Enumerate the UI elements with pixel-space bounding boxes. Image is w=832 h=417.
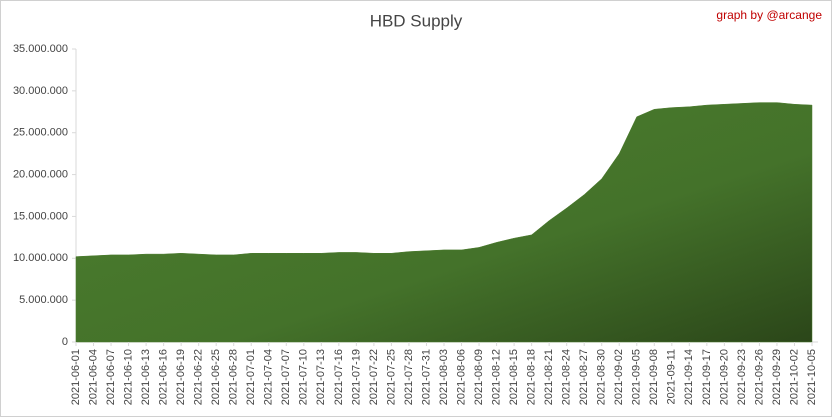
y-tick-label: 20.000.000: [13, 168, 68, 180]
x-tick-label: 2021-09-08: [648, 349, 660, 405]
x-tick-label: 2021-09-14: [683, 349, 695, 405]
x-tick-label: 2021-07-07: [280, 349, 292, 405]
y-tick-label: 10.000.000: [13, 252, 68, 264]
y-tick-label: 30.000.000: [13, 85, 68, 97]
x-tick-label: 2021-06-22: [193, 349, 205, 405]
x-tick-label: 2021-06-04: [87, 349, 99, 405]
x-tick-label: 2021-09-11: [666, 349, 678, 404]
x-tick-label: 2021-07-31: [420, 349, 432, 405]
x-tick-label: 2021-08-30: [596, 349, 608, 405]
x-tick-label: 2021-08-03: [438, 349, 450, 405]
x-tick-label: 2021-07-04: [263, 349, 275, 405]
x-tick-label: 2021-10-05: [806, 349, 818, 405]
y-tick-label: 5.000.000: [19, 294, 68, 306]
x-tick-label: 2021-08-18: [526, 349, 538, 405]
x-tick-label: 2021-07-16: [333, 349, 345, 405]
x-tick-label: 2021-09-02: [613, 349, 625, 405]
x-tick-label: 2021-08-24: [561, 349, 573, 405]
x-tick-label: 2021-06-13: [140, 349, 152, 405]
y-tick-label: 15.000.000: [13, 210, 68, 222]
x-tick-label: 2021-07-28: [403, 349, 415, 405]
x-tick-label: 2021-07-25: [385, 349, 397, 405]
x-tick-label: 2021-06-25: [210, 349, 222, 405]
x-tick-label: 2021-07-10: [298, 349, 310, 405]
x-tick-label: 2021-08-15: [508, 349, 520, 405]
x-tick-label: 2021-08-27: [578, 349, 590, 405]
x-tick-label: 2021-09-23: [736, 349, 748, 405]
x-tick-label: 2021-08-12: [490, 349, 502, 405]
x-tick-label: 2021-07-22: [368, 349, 380, 405]
x-tick-label: 2021-06-16: [158, 349, 170, 405]
x-tick-label: 2021-06-10: [122, 349, 134, 405]
area: [75, 102, 813, 343]
chart-title: HBD Supply: [370, 11, 463, 30]
x-tick-label: 2021-07-13: [315, 349, 327, 405]
x-tick-label: 2021-07-01: [245, 349, 257, 405]
x-tick-label: 2021-10-02: [788, 349, 800, 405]
x-tick-label: 2021-08-06: [455, 349, 467, 405]
y-tick-label: 35.000.000: [13, 43, 68, 55]
x-tick-label: 2021-09-29: [771, 349, 783, 405]
y-tick-label: 25.000.000: [13, 127, 68, 139]
x-tick-label: 2021-06-19: [175, 349, 187, 405]
x-tick-label: 2021-08-09: [473, 349, 485, 405]
x-tick-label: 2021-09-05: [631, 349, 643, 405]
x-tick-label: 2021-07-19: [350, 349, 362, 405]
annotation: graph by @arcange: [716, 8, 822, 22]
x-tick-label: 2021-06-28: [228, 349, 240, 405]
x-tick-label: 2021-09-20: [718, 349, 730, 405]
x-tick-label: 2021-08-21: [543, 349, 555, 405]
x-tick-label: 2021-06-01: [70, 349, 82, 405]
x-tick-label: 2021-09-17: [701, 349, 713, 405]
y-tick-label: 0: [62, 336, 68, 348]
x-tick-label: 2021-06-07: [105, 349, 117, 405]
x-tick-label: 2021-09-26: [753, 349, 765, 405]
